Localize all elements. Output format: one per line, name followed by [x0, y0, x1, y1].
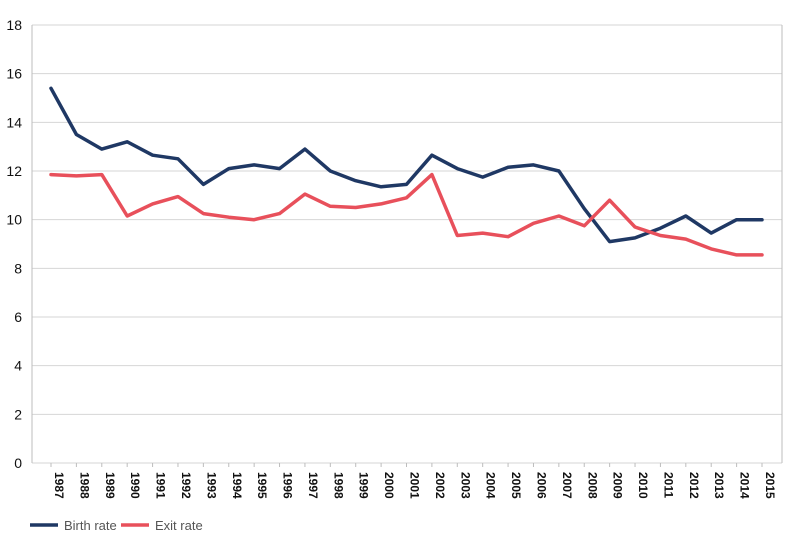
- y-axis-ticks: 0 2 4 6 8 10 12 14 16 18: [6, 17, 22, 471]
- y-tick-label: 0: [14, 455, 22, 471]
- y-tick-label: 2: [14, 406, 22, 422]
- legend: Birth rate Exit rate: [30, 518, 203, 533]
- x-tick-label: 2013: [712, 472, 726, 499]
- x-tick-label: 2009: [611, 472, 625, 499]
- y-tick-label: 10: [6, 212, 22, 228]
- y-tick-label: 16: [6, 66, 22, 82]
- x-tick-label: 2003: [458, 472, 472, 499]
- x-axis-ticks: 1987 1988 1989 1990 1991 1992 1993 1994 1995 1996…: [50, 463, 777, 499]
- legend-label: Exit rate: [155, 518, 203, 533]
- x-tick-label: 1989: [103, 472, 117, 499]
- x-tick-label: 2006: [534, 472, 548, 499]
- y-tick-label: 8: [14, 260, 22, 276]
- x-tick-label: 2001: [408, 472, 422, 499]
- x-tick-label: 1997: [306, 472, 320, 499]
- x-tick-label: 1993: [204, 472, 218, 499]
- x-tick-label: 1990: [128, 472, 142, 499]
- x-tick-label: 2000: [382, 472, 396, 499]
- y-tick-label: 12: [6, 163, 22, 179]
- birth-rate-line: [49, 86, 764, 244]
- exit-rate-line: [49, 172, 764, 257]
- x-tick-label: 1995: [255, 472, 269, 499]
- x-tick-label: 2005: [509, 472, 523, 499]
- x-tick-label: 1998: [331, 472, 345, 499]
- x-tick-label: 1999: [357, 472, 371, 499]
- series-lines: [49, 86, 764, 257]
- x-tick-label: 2012: [687, 472, 701, 499]
- x-tick-label: 2008: [585, 472, 599, 499]
- x-tick-label: 2014: [738, 472, 752, 499]
- y-tick-label: 6: [14, 309, 22, 325]
- x-tick-label: 1987: [52, 472, 66, 499]
- x-tick-label: 1992: [179, 472, 193, 499]
- y-tick-label: 14: [6, 114, 22, 130]
- grid-lines: [31, 24, 783, 464]
- x-tick-label: 2004: [484, 472, 498, 499]
- x-tick-label: 2007: [560, 472, 574, 499]
- x-tick-label: 1994: [230, 472, 244, 499]
- y-tick-label: 4: [14, 358, 22, 374]
- legend-label: Birth rate: [64, 518, 117, 533]
- x-tick-label: 1991: [154, 472, 168, 499]
- x-tick-label: 1996: [281, 472, 295, 499]
- x-tick-label: 2015: [763, 472, 777, 499]
- x-tick-label: 2002: [433, 472, 447, 499]
- x-tick-label: 2011: [661, 472, 675, 498]
- x-tick-label: 1988: [77, 472, 91, 499]
- y-tick-label: 18: [6, 17, 22, 33]
- x-tick-label: 2010: [636, 472, 650, 499]
